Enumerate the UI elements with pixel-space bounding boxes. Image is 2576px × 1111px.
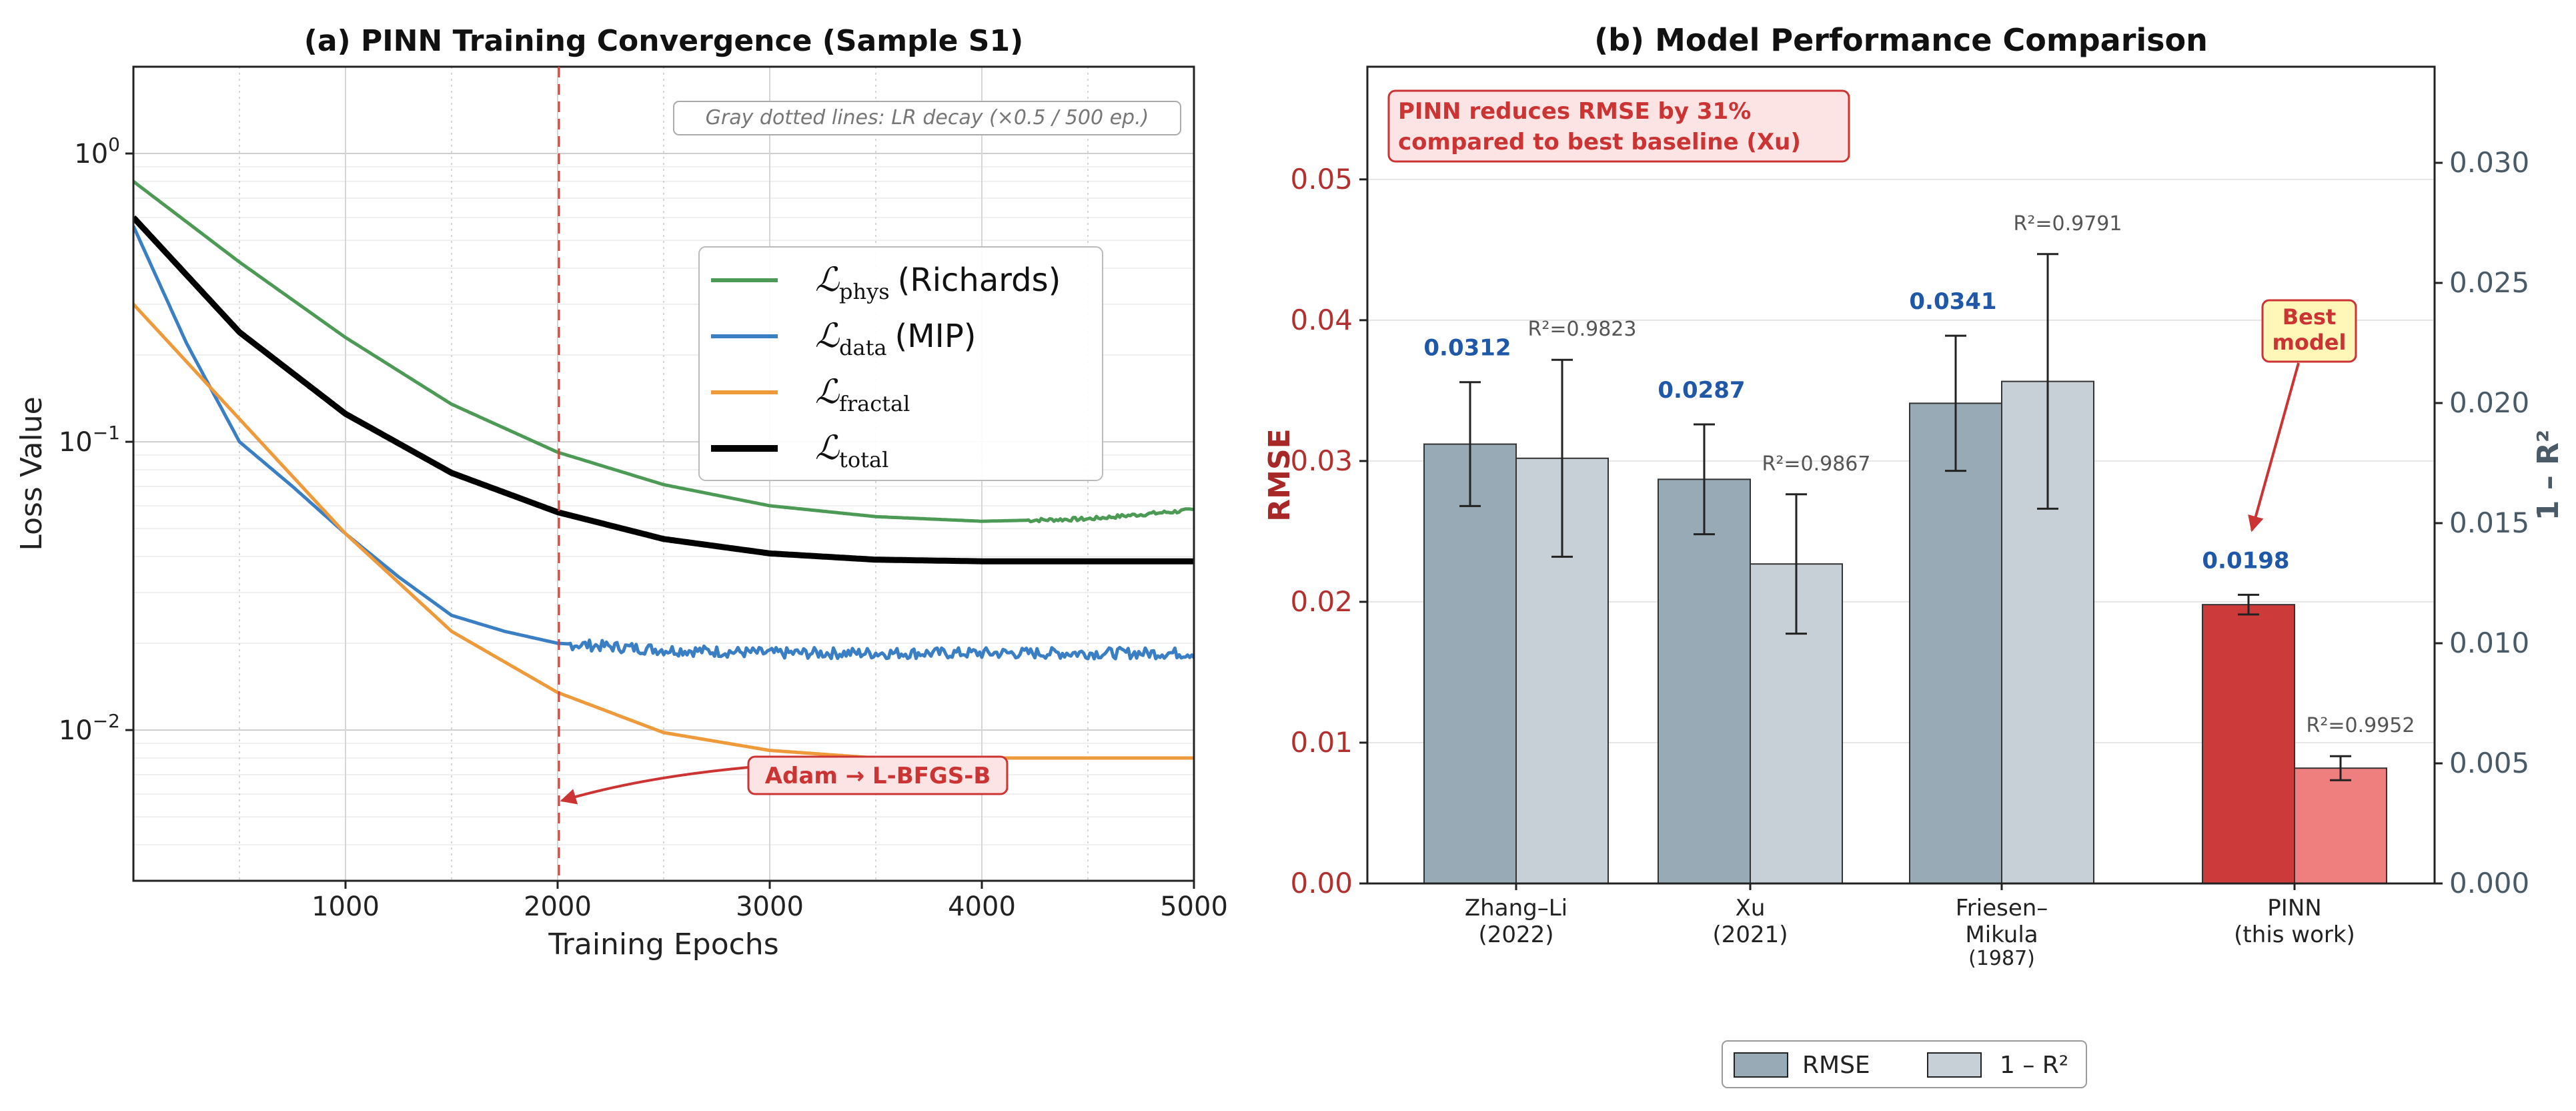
bar-r2 [2294,767,2387,884]
x-tick-label: 3000 [736,891,804,922]
y-tick-label: 10−2 [59,710,120,746]
svg-text:model: model [2273,330,2347,355]
y-tick-label-right: 0.020 [2449,386,2529,419]
legend-label-data: ℒdata (MIP) [815,316,976,360]
legend-swatch-r2 [1927,1052,1982,1078]
panel-a-ticks: 1000 2000 3000 4000 5000 100 10−1 10−2 [59,133,1228,922]
series-line-total [133,215,1194,565]
legend-label-total: ℒtotal [815,428,888,472]
y-tick-label-right: 0.025 [2449,266,2529,299]
panel-a-ylabel: Loss Value [15,396,49,550]
panel-b-ticks: 0.00 0.01 0.02 0.03 0.04 0.05 0.000 0.005 0.010 0… [1290,146,2529,899]
category-label: (1987) [1968,947,2035,970]
panel-a-frame [132,65,1195,882]
r2-value-label: R²=0.9791 [2014,212,2122,236]
panel-b-bars: 0.0312 R²=0.9823 Zhang–Li(2022) 0.0287 R²=0.… [1423,212,2415,970]
y-tick-label: 10−1 [59,422,120,458]
panel-a-title: (a) PINN Training Convergence (Sample S1… [304,24,1023,58]
legend-label-phys: ℒphys (Richards) [815,260,1061,304]
y-tick-label-left: 0.03 [1290,444,1353,477]
rmse-value-label: 0.0198 [2202,547,2289,574]
panel-b-ylabel-right: 1 – R² [2531,430,2565,520]
y-tick-label-left: 0.04 [1290,304,1353,336]
legend-label-r2: 1 – R² [2000,1052,2068,1079]
panel-b-frame [1366,65,2436,885]
rmse-value-label: 0.0341 [1909,288,1996,315]
y-tick-label-left: 0.05 [1290,163,1353,196]
rmse-value-label: 0.0312 [1423,335,1511,362]
panel-a-series [133,179,1194,760]
y-tick-label-right: 0.010 [2449,627,2529,659]
bar-rmse [1423,443,1517,884]
category-label: (2021) [1712,921,1788,948]
switch-arrow [560,766,749,805]
y-tick-label-right: 0.005 [2449,747,2529,779]
category-label: PINN [2267,895,2321,921]
panel-b-title: (b) Model Performance Comparison [1594,22,2208,58]
category-label: Friesen– [1956,895,2048,921]
panel-b-legend: RMSE 1 – R² [1722,1040,2087,1088]
svg-text:compared to best baseline (Xu): compared to best baseline (Xu) [1398,129,1801,155]
panel-a: (a) PINN Training Convergence (Sample S1… [15,24,1228,962]
panel-b-ylabel-left: RMSE [1263,428,1297,521]
x-tick-label: 4000 [948,891,1016,922]
y-tick-label-right: 0.030 [2449,146,2529,179]
series-line-fractal [133,303,1194,760]
panel-a-grid [133,66,1194,881]
svg-text:PINN reduces RMSE by 31%: PINN reduces RMSE by 31% [1398,98,1751,125]
best-model-label: Best model [2248,299,2357,532]
svg-text:Best: Best [2283,304,2336,330]
lr-note-box [673,101,1181,135]
panel-a-xlabel: Training Epochs [548,928,778,962]
r2-value-label: R²=0.9867 [1762,452,1871,476]
switch-label-box [747,755,1009,795]
category-label: Xu [1736,895,1766,921]
legend-swatch-rmse [1734,1052,1788,1078]
panel-a-legend: ℒphys (Richards) ℒdata (MIP) ℒfractal ℒtotal [698,246,1103,481]
lr-note-text: Gray dotted lines: LR decay (×0.5 / 500 … [706,106,1149,129]
y-tick-label: 100 [74,133,120,169]
switch-label: Adam → L-BFGS-B [765,763,991,789]
bar-rmse [1909,402,2002,884]
series-line-phys [133,179,1194,524]
y-tick-label-left: 0.02 [1290,585,1353,618]
category-label: (this work) [2234,921,2355,948]
r2-value-label: R²=0.9952 [2307,714,2415,737]
y-tick-label-left: 0.01 [1290,726,1353,759]
bar-rmse [1658,478,1751,884]
y-tick-label-left: 0.00 [1290,867,1353,899]
legend-label-fractal: ℒfractal [815,372,910,416]
category-label: Zhang–Li [1465,895,1567,921]
panel-b: (b) Model Performance Comparison 0.0312 R… [1263,22,2565,1088]
x-tick-label: 2000 [524,891,592,922]
y-tick-label-right: 0.015 [2449,506,2529,539]
rmse-value-label: 0.0287 [1658,377,1745,404]
y-tick-label-right: 0.000 [2449,867,2529,899]
x-tick-label: 5000 [1160,891,1228,922]
category-label: Mikula [1965,921,2038,948]
legend-label-rmse: RMSE [1802,1052,1870,1079]
x-tick-label: 1000 [311,891,380,922]
category-label: (2022) [1478,921,1553,948]
bar-rmse [2202,604,2295,884]
rmse-callout: PINN reduces RMSE by 31% compared to bes… [1387,89,1850,163]
r2-value-label: R²=0.9823 [1528,318,1637,341]
series-line-data [133,225,1194,661]
